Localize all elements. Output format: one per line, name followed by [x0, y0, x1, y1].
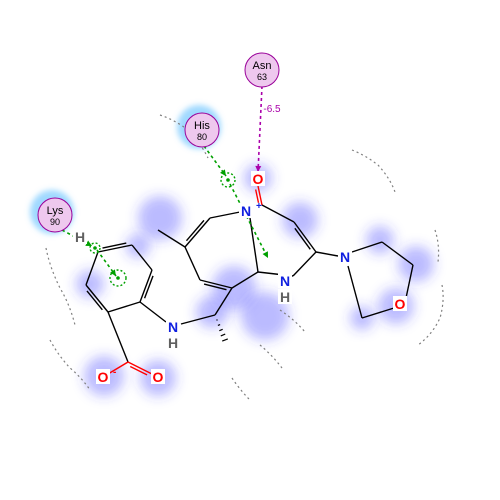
atom-label: N: [280, 273, 290, 289]
interaction-diagram: ON+NHNONHO-OHAsn63His80Lys90-6.5: [0, 0, 500, 500]
arrow-head: [263, 251, 268, 258]
hbond-interaction: [230, 184, 268, 258]
interaction-energy: -6.5: [263, 104, 281, 115]
atom-label: N: [241, 203, 251, 219]
exposure-halo: [398, 246, 434, 282]
atom-label: O: [395, 296, 406, 312]
bond-hash: [221, 334, 225, 336]
contour: [418, 285, 443, 345]
bond: [108, 302, 140, 312]
residue-num: 63: [257, 72, 267, 82]
atom-label: O: [253, 171, 264, 187]
exposure-halo: [138, 196, 182, 240]
bond-hash: [219, 329, 222, 330]
arrow-head: [220, 169, 226, 176]
contour: [435, 230, 439, 262]
exposure-halo: [282, 202, 318, 238]
atom-label: N: [168, 319, 178, 335]
bond-hash: [218, 325, 220, 326]
contour: [352, 150, 395, 192]
arene-center: [93, 246, 97, 250]
bond: [316, 252, 338, 256]
residue-num: 90: [50, 217, 60, 227]
arene-center: [226, 178, 230, 182]
contour: [232, 378, 250, 400]
exposure-halo: [366, 226, 394, 254]
atom-charge: +: [256, 201, 262, 212]
arene-center: [116, 276, 120, 280]
atom-label: H: [280, 289, 290, 305]
bond: [140, 270, 152, 302]
bond: [185, 218, 210, 247]
residue-name: Lys: [47, 205, 64, 217]
bond: [185, 247, 200, 280]
atom-label: H: [75, 229, 85, 245]
contour: [50, 340, 90, 390]
atom-label: O: [98, 369, 109, 385]
bond: [108, 312, 128, 362]
residue-num: 80: [197, 132, 207, 142]
residue-name: Asn: [253, 60, 272, 72]
bond: [210, 212, 240, 218]
atom-label: H: [168, 335, 178, 351]
bond: [293, 252, 316, 276]
bond-double: [186, 220, 204, 240]
atom-label: N: [340, 249, 350, 265]
atom-charge: -: [113, 367, 116, 378]
bond-hash: [222, 339, 228, 341]
residue-name: His: [194, 120, 210, 132]
atom-label: O: [153, 369, 164, 385]
contour: [46, 248, 75, 325]
contour: [260, 345, 282, 368]
bond: [250, 218, 258, 272]
bond: [140, 302, 166, 322]
ionic-interaction: [258, 86, 262, 172]
